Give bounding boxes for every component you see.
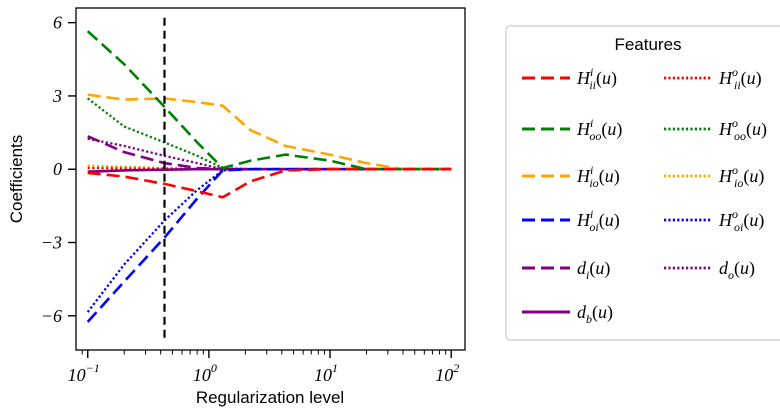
x-tick-label: 10−1 bbox=[68, 361, 100, 385]
y-tick-label: 6 bbox=[53, 13, 62, 33]
legend: Features Hi ii(u) Ho ii(u) Hi oo(u) Ho oo(u) Hi i… bbox=[505, 25, 780, 341]
legend-label: Hi ii(u) bbox=[576, 65, 617, 92]
y-tick-label: 0 bbox=[53, 159, 62, 179]
x-tick-label: 101 bbox=[314, 361, 338, 385]
series-line-1 bbox=[86, 30, 452, 171]
x-axis: 10−1 100 101 102 bbox=[68, 350, 459, 385]
y-tick-label: −6 bbox=[41, 306, 62, 326]
legend-label: Ho oi(u) bbox=[718, 207, 764, 234]
x-tick-label: 102 bbox=[435, 361, 459, 385]
x-tick-label: 100 bbox=[193, 361, 217, 385]
legend-label: Ho oo(u) bbox=[718, 116, 767, 143]
series-line-2 bbox=[87, 93, 452, 171]
series-line-4 bbox=[87, 135, 452, 171]
legend-label: Ho io(u) bbox=[718, 163, 764, 190]
series-line-3 bbox=[86, 167, 452, 323]
legend-label: Hi oi(u) bbox=[576, 207, 620, 234]
series-line-0 bbox=[87, 167, 452, 199]
legend-label: Hi oo(u) bbox=[576, 116, 622, 143]
y-axis: −6 −3 0 3 6 bbox=[41, 13, 76, 326]
series-layer bbox=[86, 30, 452, 323]
x-axis-label: Regularization level bbox=[196, 388, 344, 407]
series-line-9 bbox=[86, 168, 452, 313]
legend-label: Ho ii(u) bbox=[718, 65, 762, 92]
legend-label: di(u) bbox=[577, 258, 610, 282]
legend-box bbox=[505, 25, 780, 341]
y-axis-label: Coefficients bbox=[7, 135, 26, 224]
legend-title: Features bbox=[614, 35, 681, 54]
series-line-10 bbox=[87, 137, 452, 171]
y-tick-label: −3 bbox=[41, 233, 62, 253]
legend-label: db(u) bbox=[577, 302, 613, 326]
y-tick-label: 3 bbox=[52, 86, 62, 106]
legend-label: Hi io(u) bbox=[576, 163, 620, 190]
legend-label: do(u) bbox=[719, 258, 755, 282]
plot-frame bbox=[75, 7, 466, 351]
